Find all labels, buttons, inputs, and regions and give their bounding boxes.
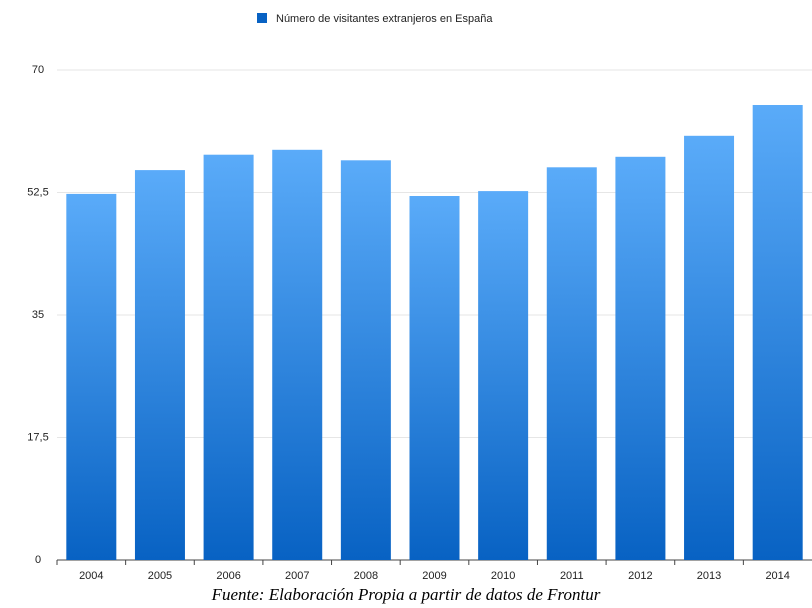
bar bbox=[615, 156, 666, 561]
legend-swatch bbox=[257, 13, 267, 23]
x-tick-label: 2004 bbox=[79, 570, 103, 582]
y-tick-label: 70 bbox=[32, 64, 44, 76]
x-tick-label: 2008 bbox=[354, 570, 378, 582]
x-tick-label: 2007 bbox=[285, 570, 309, 582]
bar bbox=[546, 167, 597, 561]
x-tick-label: 2012 bbox=[628, 570, 652, 582]
bar bbox=[134, 170, 185, 560]
x-tick-label: 2006 bbox=[216, 570, 240, 582]
y-tick-label: 17,5 bbox=[27, 431, 48, 443]
x-tick-label: 2013 bbox=[697, 570, 721, 582]
bar bbox=[203, 154, 254, 560]
x-tick-label: 2014 bbox=[765, 570, 789, 582]
bar bbox=[409, 196, 460, 560]
bar bbox=[66, 193, 117, 560]
caption: Fuente: Elaboración Propia a partir de d… bbox=[211, 585, 601, 604]
bar bbox=[340, 160, 391, 561]
bar bbox=[752, 105, 803, 560]
legend-label: Número de visitantes extranjeros en Espa… bbox=[276, 13, 493, 25]
bar bbox=[272, 149, 323, 561]
x-tick-label: 2005 bbox=[148, 570, 172, 582]
bar bbox=[684, 135, 735, 561]
y-tick-label: 0 bbox=[35, 554, 41, 566]
x-tick-label: 2009 bbox=[422, 570, 446, 582]
y-tick-label: 35 bbox=[32, 309, 44, 321]
y-tick-label: 52,5 bbox=[27, 186, 48, 198]
bar bbox=[478, 191, 529, 560]
x-tick-label: 2010 bbox=[491, 570, 515, 582]
x-tick-label: 2011 bbox=[560, 570, 584, 582]
